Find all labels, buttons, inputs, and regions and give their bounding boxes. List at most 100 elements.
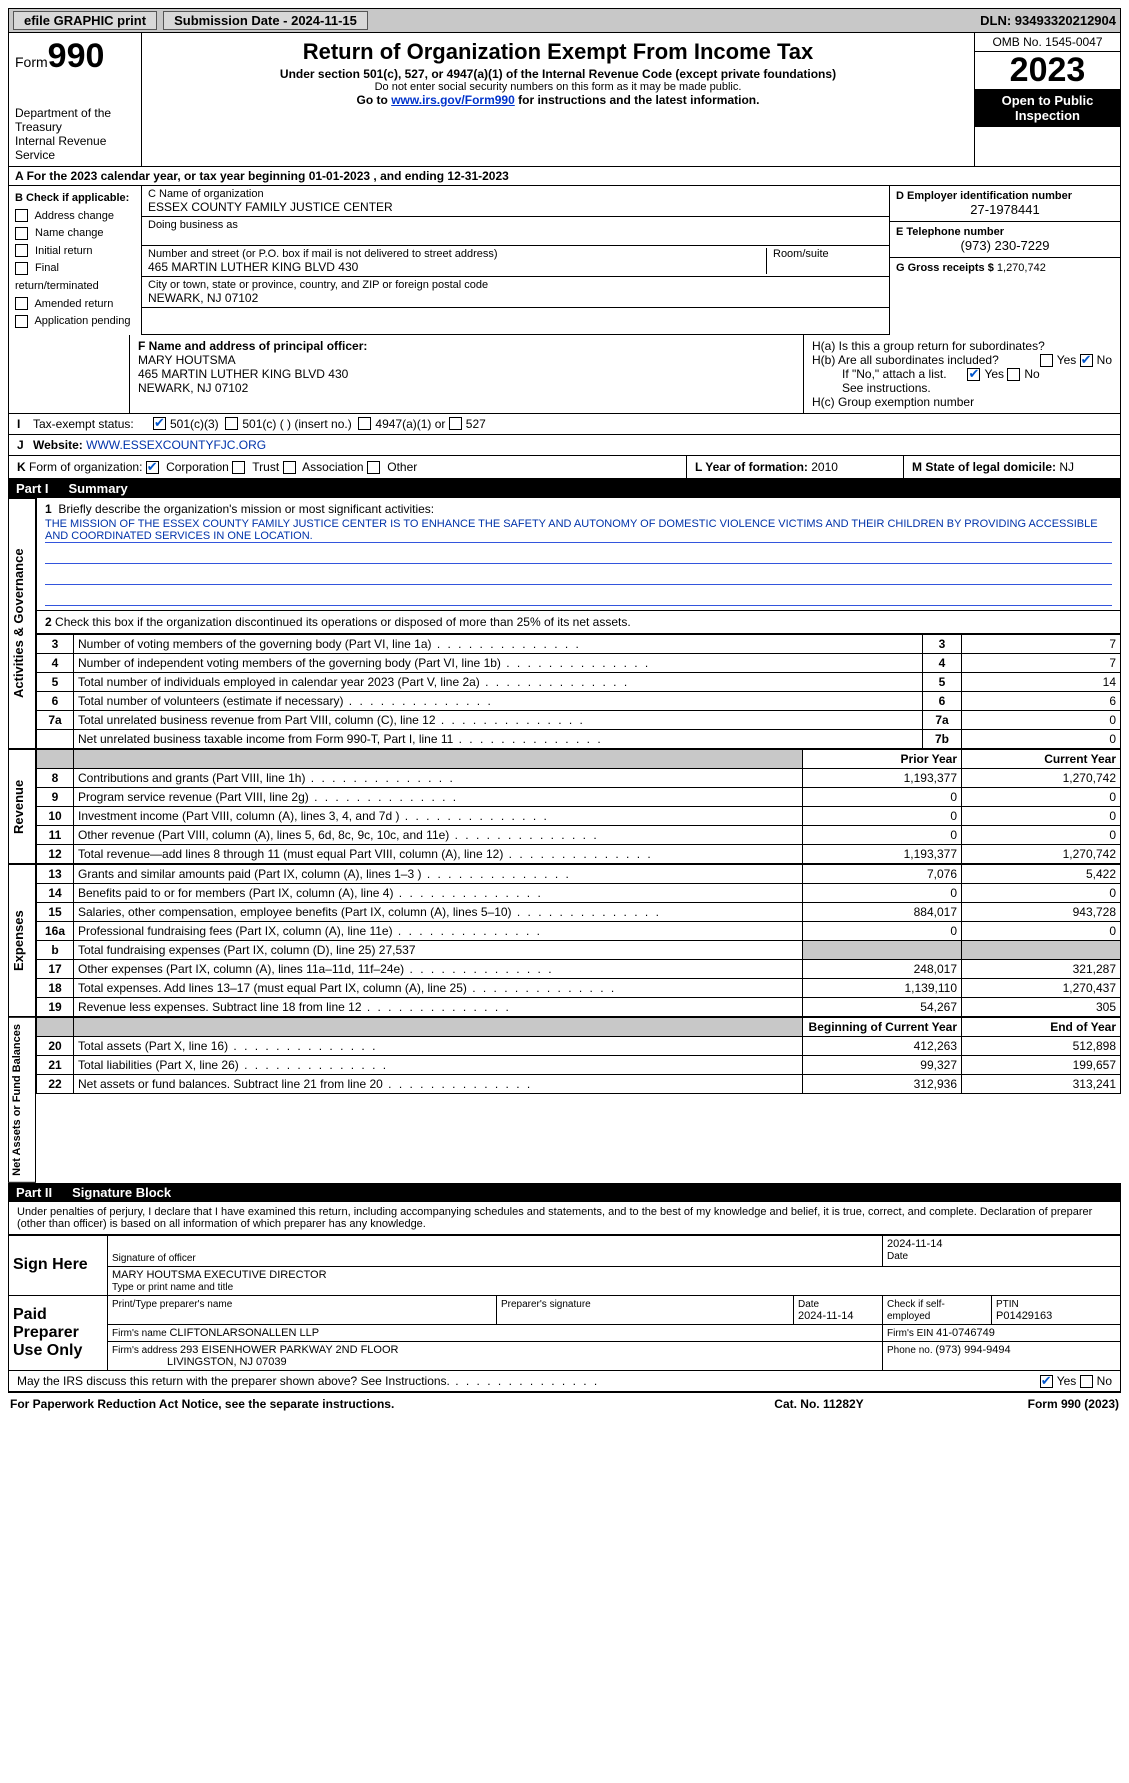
- sig-date: 2024-11-14: [887, 1238, 942, 1250]
- header: Form990 Department of the Treasury Inter…: [8, 33, 1121, 167]
- discuss-yes[interactable]: [1040, 1375, 1053, 1388]
- gov-row: 7aTotal unrelated business revenue from …: [37, 711, 1121, 730]
- period-beg: 01-01-2023: [309, 169, 370, 183]
- mission: 1 Briefly describe the organization's mi…: [36, 498, 1121, 611]
- c-name-label: C Name of organization: [148, 188, 883, 200]
- rev-row: 9Program service revenue (Part VIII, lin…: [37, 788, 1121, 807]
- part2-num: Part II: [16, 1185, 72, 1200]
- d-label: D Employer identification number: [896, 190, 1114, 202]
- sig-table: Sign Here Signature of officer 2024-11-1…: [8, 1235, 1121, 1371]
- hb-yes[interactable]: [967, 368, 980, 381]
- rev-table: Prior YearCurrent Year8Contributions and…: [36, 749, 1121, 864]
- period-a: For the 2023 calendar year, or tax year …: [27, 169, 309, 183]
- row-j: J Website: WWW.ESSEXCOUNTYFJC.ORG: [8, 435, 1121, 456]
- hc: H(c) Group exemption number: [812, 395, 1112, 409]
- i-label: I: [17, 417, 33, 431]
- form-number: 990: [48, 37, 105, 75]
- i-4947[interactable]: [358, 417, 371, 430]
- k-text: Form of organization:: [29, 460, 142, 474]
- f-name: MARY HOUTSMA: [138, 353, 795, 367]
- part1-header: Part I Summary: [8, 479, 1121, 498]
- ha-yes[interactable]: [1040, 354, 1053, 367]
- exp-row: 17Other expenses (Part IX, column (A), l…: [37, 960, 1121, 979]
- f-label: F Name and address of principal officer:: [138, 339, 367, 353]
- netassets-block: Net Assets or Fund Balances Beginning of…: [8, 1017, 1121, 1183]
- k-other[interactable]: [367, 461, 380, 474]
- boxb-item: Initial return: [15, 243, 135, 261]
- m-text: M State of legal domicile:: [912, 460, 1059, 474]
- side-exp: Expenses: [8, 864, 36, 1017]
- tax-year: 2023: [975, 52, 1120, 89]
- period-row: A For the 2023 calendar year, or tax yea…: [8, 167, 1121, 186]
- prep-sig-label: Preparer's signature: [501, 1299, 591, 1310]
- exp-row: 13Grants and similar amounts paid (Part …: [37, 865, 1121, 884]
- c-city-label: City or town, state or province, country…: [148, 279, 883, 291]
- phone-val: (973) 994-9494: [935, 1344, 1010, 1356]
- part2-header: Part II Signature Block: [8, 1183, 1121, 1202]
- boxb-item: Application pending: [15, 313, 135, 331]
- i-501c[interactable]: [225, 417, 238, 430]
- i-text: Tax-exempt status:: [33, 417, 153, 431]
- e-label: E Telephone number: [896, 226, 1114, 238]
- gov-row: Net unrelated business taxable income fr…: [37, 730, 1121, 749]
- exp-row: 19Revenue less expenses. Subtract line 1…: [37, 998, 1121, 1017]
- exp-row: 16aProfessional fundraising fees (Part I…: [37, 922, 1121, 941]
- sig-date-label: Date: [887, 1251, 908, 1262]
- gov-row: 6Total number of volunteers (estimate if…: [37, 692, 1121, 711]
- k-trust[interactable]: [232, 461, 245, 474]
- m-val: NJ: [1059, 460, 1074, 474]
- i-527[interactable]: [449, 417, 462, 430]
- sig-decl: Under penalties of perjury, I declare th…: [8, 1202, 1121, 1235]
- sig-name: MARY HOUTSMA EXECUTIVE DIRECTOR: [112, 1269, 327, 1281]
- gov-row: 3Number of voting members of the governi…: [37, 635, 1121, 654]
- d-val: 27-1978441: [896, 202, 1114, 217]
- firm-name-label: Firm's name: [112, 1328, 169, 1339]
- ha-no[interactable]: [1080, 354, 1093, 367]
- submission-btn[interactable]: Submission Date - 2024-11-15: [163, 11, 368, 30]
- discuss-text: May the IRS discuss this return with the…: [17, 1374, 599, 1388]
- f-addr2: NEWARK, NJ 07102: [138, 381, 795, 395]
- paid-preparer: Paid Preparer Use Only: [9, 1295, 108, 1370]
- l-val: 2010: [811, 460, 838, 474]
- omb: OMB No. 1545-0047: [975, 33, 1120, 52]
- j-val: WWW.ESSEXCOUNTYFJC.ORG: [86, 438, 266, 452]
- firm-ein-val: 41-0746749: [936, 1327, 995, 1339]
- side-net: Net Assets or Fund Balances: [8, 1017, 36, 1183]
- phone-label: Phone no.: [887, 1345, 935, 1356]
- exp-table: 13Grants and similar amounts paid (Part …: [36, 864, 1121, 1017]
- exp-row: 14Benefits paid to or for members (Part …: [37, 884, 1121, 903]
- firm-name-val: CLIFTONLARSONALLEN LLP: [169, 1327, 319, 1339]
- footer-formid: Form 990 (2023): [919, 1397, 1119, 1411]
- sig-officer-label: Signature of officer: [112, 1253, 196, 1264]
- box-h: H(a) Is this a group return for subordin…: [804, 335, 1120, 413]
- i-501c3[interactable]: [153, 417, 166, 430]
- l1-text: Briefly describe the organization's miss…: [58, 502, 434, 516]
- k-label: K: [17, 460, 26, 474]
- ptin-val: P01429163: [996, 1310, 1052, 1322]
- firm-ein-label: Firm's EIN: [887, 1328, 936, 1339]
- ptin-label: PTIN: [996, 1299, 1019, 1310]
- firm-addr-val: 293 EISENHOWER PARKWAY 2ND FLOOR: [180, 1344, 398, 1356]
- discuss-no[interactable]: [1080, 1375, 1093, 1388]
- boxb-item: Amended return: [15, 296, 135, 314]
- hb-no[interactable]: [1007, 368, 1020, 381]
- k-assoc[interactable]: [283, 461, 296, 474]
- revenue-block: Revenue Prior YearCurrent Year8Contribut…: [8, 749, 1121, 864]
- efile-btn[interactable]: efile GRAPHIC print: [13, 11, 157, 30]
- discuss-row: May the IRS discuss this return with the…: [8, 1371, 1121, 1392]
- row-i: I Tax-exempt status: 501(c)(3) 501(c) ( …: [8, 414, 1121, 435]
- footer-paperwork: For Paperwork Reduction Act Notice, see …: [10, 1397, 719, 1411]
- c-name-val: ESSEX COUNTY FAMILY JUSTICE CENTER: [148, 200, 883, 214]
- hb: H(b) Are all subordinates included?: [812, 353, 999, 367]
- l1-num: 1: [45, 502, 52, 516]
- goto-link[interactable]: www.irs.gov/Form990: [391, 93, 515, 107]
- subtitle: Under section 501(c), 527, or 4947(a)(1)…: [150, 67, 966, 81]
- net-header: Beginning of Current YearEnd of Year: [37, 1018, 1121, 1037]
- side-gov: Activities & Governance: [8, 498, 36, 749]
- warn: Do not enter social security numbers on …: [150, 81, 966, 93]
- rev-row: 11Other revenue (Part VIII, column (A), …: [37, 826, 1121, 845]
- topbar: efile GRAPHIC print Submission Date - 20…: [8, 8, 1121, 33]
- exp-row: bTotal fundraising expenses (Part IX, co…: [37, 941, 1121, 960]
- k-corp[interactable]: [146, 461, 159, 474]
- form-text: Form: [15, 54, 48, 70]
